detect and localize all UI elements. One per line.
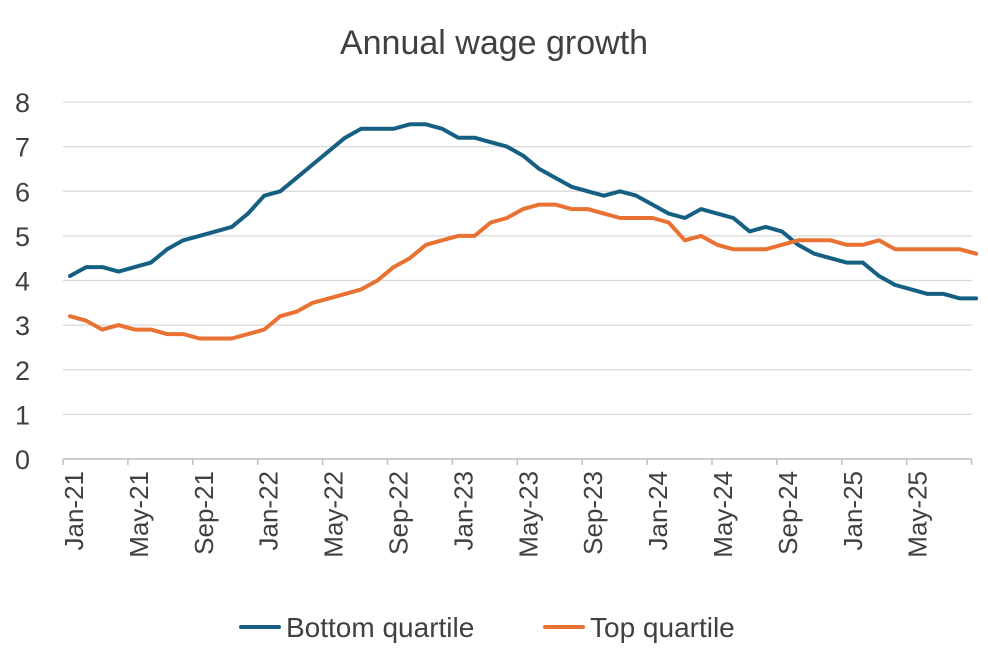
x-tick-label: Jan-25 xyxy=(838,471,868,551)
x-tick-label: Jan-21 xyxy=(59,471,89,551)
series-lines xyxy=(68,122,979,341)
y-tick-label: 8 xyxy=(15,88,30,118)
x-tick-label: May-23 xyxy=(513,471,543,558)
gridlines xyxy=(63,101,972,416)
x-tick-label: Sep-24 xyxy=(773,471,803,555)
x-tick-label: May-21 xyxy=(124,471,154,558)
y-tick-label: 7 xyxy=(15,133,30,163)
y-tick-label: 1 xyxy=(15,400,30,430)
legend: Bottom quartile Top quartile xyxy=(239,612,735,643)
series-line-top-quartile xyxy=(68,202,979,341)
series-line-bottom-quartile xyxy=(68,122,979,301)
x-tick-label: Jan-23 xyxy=(448,471,478,551)
chart-title: Annual wage growth xyxy=(340,24,648,62)
y-axis-ticks: 0 1 2 3 4 5 6 7 8 xyxy=(15,88,30,475)
y-tick-label: 0 xyxy=(15,445,30,475)
x-tick-label: May-22 xyxy=(319,471,349,558)
y-tick-label: 3 xyxy=(15,311,30,341)
x-tick-label: Sep-22 xyxy=(384,471,414,555)
x-tick-label: Jan-22 xyxy=(254,471,284,551)
x-tick-label: Sep-21 xyxy=(189,471,219,555)
x-axis: Jan-21 May-21 Sep-21 Jan-22 May-22 Sep-22 Jan-… xyxy=(59,458,973,558)
y-tick-label: 2 xyxy=(15,356,30,386)
y-tick-label: 5 xyxy=(15,222,30,252)
legend-label: Bottom quartile xyxy=(286,612,474,643)
x-tick-label: May-25 xyxy=(903,471,933,558)
x-tick-label: Sep-23 xyxy=(578,471,608,555)
y-tick-label: 6 xyxy=(15,177,30,207)
x-tick-label: May-24 xyxy=(708,471,738,558)
x-tick-label: Jan-24 xyxy=(643,471,673,551)
legend-label: Top quartile xyxy=(590,612,735,643)
y-tick-label: 4 xyxy=(15,267,30,297)
